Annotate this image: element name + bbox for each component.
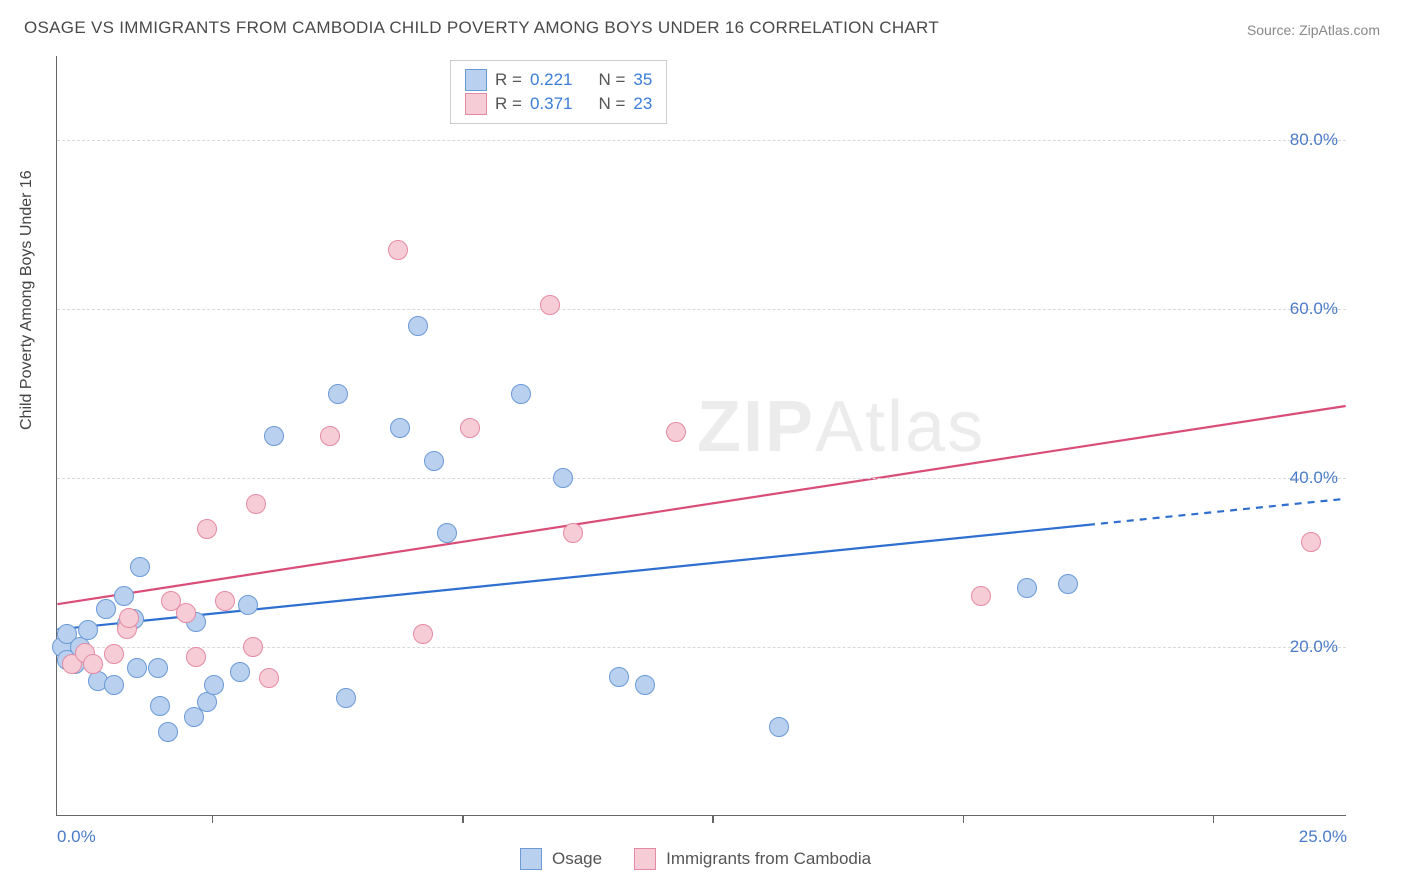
data-point — [230, 662, 250, 682]
data-point — [186, 647, 206, 667]
trend-lines-svg — [57, 56, 1346, 815]
gridline — [57, 478, 1346, 479]
x-tick-label: 25.0% — [1299, 827, 1347, 847]
data-point — [1017, 578, 1037, 598]
data-point — [96, 599, 116, 619]
data-point — [388, 240, 408, 260]
legend-swatch — [465, 93, 487, 115]
data-point — [197, 519, 217, 539]
data-point — [553, 468, 573, 488]
data-point — [511, 384, 531, 404]
data-point — [204, 675, 224, 695]
legend-series-label: Immigrants from Cambodia — [666, 849, 871, 869]
data-point — [609, 667, 629, 687]
legend-r-value: 0.221 — [530, 70, 573, 90]
data-point — [635, 675, 655, 695]
data-point — [243, 637, 263, 657]
chart-title: OSAGE VS IMMIGRANTS FROM CAMBODIA CHILD … — [24, 18, 939, 38]
legend-row: R = 0.371 N = 23 — [465, 93, 652, 115]
legend-n-value: 23 — [633, 94, 652, 114]
data-point — [336, 688, 356, 708]
data-point — [158, 722, 178, 742]
legend-n-label: N = — [598, 94, 625, 114]
x-tick-mark — [212, 815, 214, 823]
data-point — [320, 426, 340, 446]
data-point — [666, 422, 686, 442]
legend-series-label: Osage — [552, 849, 602, 869]
y-tick-label: 60.0% — [1290, 299, 1338, 319]
legend-r-label: R = — [495, 70, 522, 90]
data-point — [437, 523, 457, 543]
x-tick-mark — [963, 815, 965, 823]
data-point — [424, 451, 444, 471]
legend-r-value: 0.371 — [530, 94, 573, 114]
data-point — [150, 696, 170, 716]
data-point — [328, 384, 348, 404]
source-attribution: Source: ZipAtlas.com — [1247, 22, 1380, 38]
data-point — [83, 654, 103, 674]
data-point — [176, 603, 196, 623]
data-point — [390, 418, 410, 438]
data-point — [119, 608, 139, 628]
legend-swatch — [465, 69, 487, 91]
data-point — [127, 658, 147, 678]
legend-row: R = 0.221 N = 35 — [465, 69, 652, 91]
plot-area: ZIPAtlas 20.0%40.0%60.0%80.0%0.0%25.0% — [56, 56, 1346, 816]
data-point — [413, 624, 433, 644]
y-tick-label: 80.0% — [1290, 130, 1338, 150]
data-point — [971, 586, 991, 606]
correlation-legend: R = 0.221 N = 35 R = 0.371 N = 23 — [450, 60, 667, 124]
x-tick-mark — [462, 815, 464, 823]
legend-n-value: 35 — [633, 70, 652, 90]
data-point — [104, 675, 124, 695]
data-point — [104, 644, 124, 664]
y-axis-label: Child Poverty Among Boys Under 16 — [18, 170, 36, 430]
data-point — [246, 494, 266, 514]
y-tick-label: 20.0% — [1290, 637, 1338, 657]
data-point — [264, 426, 284, 446]
gridline — [57, 140, 1346, 141]
data-point — [563, 523, 583, 543]
data-point — [769, 717, 789, 737]
data-point — [460, 418, 480, 438]
x-tick-label: 0.0% — [57, 827, 96, 847]
data-point — [540, 295, 560, 315]
legend-n-label: N = — [598, 70, 625, 90]
x-tick-mark — [1213, 815, 1215, 823]
data-point — [114, 586, 134, 606]
gridline — [57, 309, 1346, 310]
x-tick-mark — [712, 815, 714, 823]
data-point — [259, 668, 279, 688]
data-point — [215, 591, 235, 611]
y-tick-label: 40.0% — [1290, 468, 1338, 488]
data-point — [78, 620, 98, 640]
series-legend: Osage Immigrants from Cambodia — [520, 848, 893, 870]
legend-swatch — [520, 848, 542, 870]
legend-r-label: R = — [495, 94, 522, 114]
data-point — [130, 557, 150, 577]
data-point — [408, 316, 428, 336]
data-point — [148, 658, 168, 678]
data-point — [1058, 574, 1078, 594]
data-point — [1301, 532, 1321, 552]
trend-line-dashed — [1088, 499, 1346, 525]
data-point — [238, 595, 258, 615]
legend-swatch — [634, 848, 656, 870]
